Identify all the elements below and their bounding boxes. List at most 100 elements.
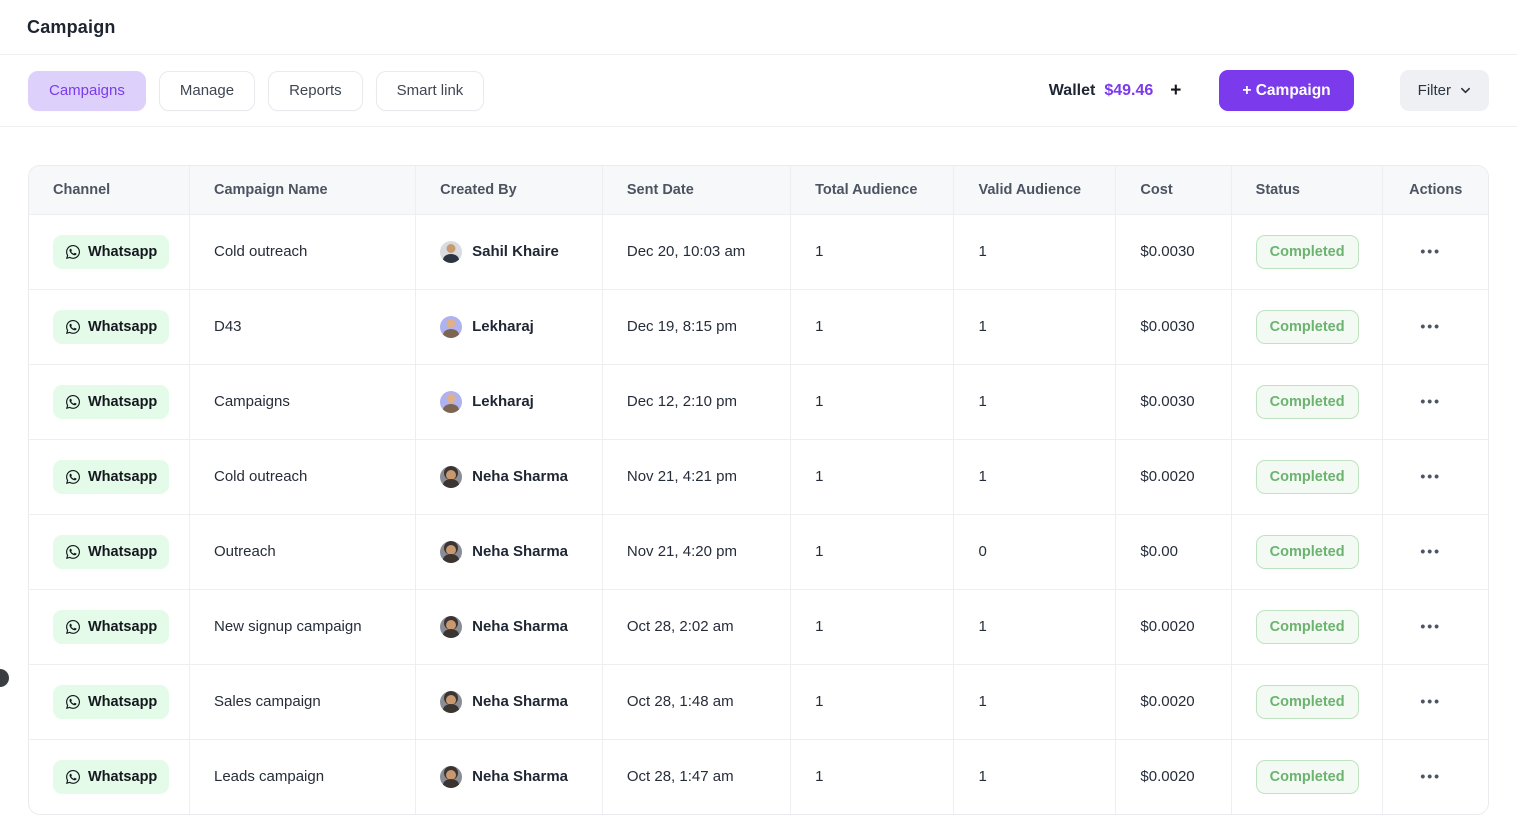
created-by-name: Neha Sharma [472, 693, 568, 710]
sent-date-cell: Oct 28, 1:47 am [601, 738, 791, 814]
col-header-sent-date: Sent Date [601, 166, 791, 214]
col-header-channel: Channel [29, 166, 190, 214]
wallet: Wallet $49.46 + [1049, 81, 1186, 100]
total-audience-cell: 1 [790, 738, 954, 814]
whatsapp-icon [66, 544, 80, 559]
tab-campaigns[interactable]: Campaigns [28, 70, 146, 111]
col-header-created-by: Created By [415, 166, 603, 214]
status-badge: Completed [1255, 309, 1359, 344]
created-by-name: Neha Sharma [472, 543, 568, 560]
whatsapp-icon [66, 619, 80, 634]
valid-audience-cell: 1 [953, 213, 1116, 289]
sent-date-cell: Nov 21, 4:21 pm [601, 438, 791, 514]
actions-menu-button[interactable]: ••• [1420, 693, 1442, 709]
whatsapp-icon [66, 394, 80, 409]
edge-widget-bubble[interactable] [0, 669, 9, 687]
total-audience-cell: 1 [790, 288, 954, 364]
sent-date-cell: Oct 28, 1:48 am [601, 663, 791, 739]
sent-date-cell: Dec 19, 8:15 pm [601, 288, 791, 364]
campaign-name-cell: Sales campaign [188, 663, 416, 739]
channel-badge: Whatsapp [53, 309, 170, 344]
tab-reports[interactable]: Reports [268, 70, 363, 111]
channel-label: Whatsapp [88, 618, 158, 635]
avatar [440, 765, 463, 788]
add-funds-button[interactable]: + [1170, 80, 1182, 101]
status-badge: Completed [1255, 384, 1359, 419]
status-badge: Completed [1255, 459, 1359, 494]
cost-cell: $0.0020 [1115, 738, 1232, 814]
actions-menu-button[interactable]: ••• [1420, 243, 1442, 259]
actions-menu-button[interactable]: ••• [1420, 468, 1442, 484]
actions-menu-button[interactable]: ••• [1420, 318, 1442, 334]
sent-date-cell: Dec 12, 2:10 pm [601, 363, 791, 439]
actions-menu-button[interactable]: ••• [1420, 618, 1442, 634]
campaign-name-cell: Cold outreach [188, 213, 416, 289]
valid-audience-cell: 1 [953, 663, 1116, 739]
chevron-down-icon [1461, 87, 1470, 94]
avatar [440, 390, 463, 413]
channel-badge: Whatsapp [53, 384, 170, 419]
total-audience-cell: 1 [790, 438, 954, 514]
avatar [440, 690, 463, 713]
valid-audience-cell: 1 [953, 288, 1116, 364]
created-by-name: Neha Sharma [472, 618, 568, 635]
created-by-cell: Neha Sharma [440, 465, 592, 488]
total-audience-cell: 1 [790, 588, 954, 664]
channel-badge: Whatsapp [53, 609, 170, 644]
col-header-status: Status [1230, 166, 1383, 214]
sent-date-cell: Nov 21, 4:20 pm [601, 513, 791, 589]
tab-bar: Campaigns Manage Reports Smart link [28, 70, 485, 111]
toolbar: Campaigns Manage Reports Smart link Wall… [0, 55, 1517, 127]
channel-label: Whatsapp [88, 693, 158, 710]
toolbar-right: Wallet $49.46 + + Campaign Filter [1049, 70, 1489, 111]
tab-manage[interactable]: Manage [158, 70, 256, 111]
table-row: Whatsapp Outreach Neha Sharma Nov 21, 4:… [29, 513, 1488, 589]
created-by-cell: Neha Sharma [440, 690, 592, 713]
col-header-cost: Cost [1115, 166, 1232, 214]
campaign-name-cell: Cold outreach [188, 438, 416, 514]
col-header-total-audience: Total Audience [790, 166, 954, 214]
status-badge: Completed [1255, 534, 1359, 569]
tab-smart-link[interactable]: Smart link [375, 70, 485, 111]
channel-badge: Whatsapp [53, 459, 170, 494]
table-row: Whatsapp Cold outreach Neha Sharma Nov 2… [29, 438, 1488, 514]
channel-badge: Whatsapp [53, 759, 170, 794]
table-row: Whatsapp D43 Lekharaj Dec 19, 8:15 pm 1 … [29, 288, 1488, 364]
table-header-row: Channel Campaign Name Created By Sent Da… [29, 166, 1488, 214]
col-header-valid-audience: Valid Audience [953, 166, 1116, 214]
sent-date-cell: Oct 28, 2:02 am [601, 588, 791, 664]
created-by-name: Sahil Khaire [472, 243, 559, 260]
new-campaign-button[interactable]: + Campaign [1219, 70, 1354, 111]
filter-button[interactable]: Filter [1399, 70, 1489, 111]
whatsapp-icon [66, 694, 80, 709]
table-row: Whatsapp New signup campaign Neha Sharma… [29, 588, 1488, 664]
cost-cell: $0.0020 [1115, 438, 1232, 514]
valid-audience-cell: 0 [953, 513, 1116, 589]
total-audience-cell: 1 [790, 363, 954, 439]
valid-audience-cell: 1 [953, 438, 1116, 514]
actions-menu-button[interactable]: ••• [1420, 543, 1442, 559]
created-by-name: Neha Sharma [472, 468, 568, 485]
channel-badge: Whatsapp [53, 534, 170, 569]
sent-date-cell: Dec 20, 10:03 am [601, 213, 791, 289]
wallet-label: Wallet [1048, 81, 1096, 99]
whatsapp-icon [66, 769, 80, 784]
created-by-cell: Neha Sharma [440, 765, 592, 788]
actions-menu-button[interactable]: ••• [1420, 768, 1442, 785]
actions-menu-button[interactable]: ••• [1420, 393, 1442, 409]
valid-audience-cell: 1 [953, 738, 1116, 814]
channel-badge: Whatsapp [53, 234, 170, 269]
created-by-name: Lekharaj [472, 393, 534, 410]
col-header-campaign-name: Campaign Name [188, 166, 416, 214]
avatar [440, 315, 463, 338]
campaigns-table: Channel Campaign Name Created By Sent Da… [28, 165, 1489, 815]
channel-label: Whatsapp [88, 393, 158, 410]
whatsapp-icon [66, 469, 80, 484]
campaign-name-cell: Campaigns [188, 363, 416, 439]
filter-button-label: Filter [1417, 82, 1451, 99]
title-bar: Campaign [0, 0, 1517, 55]
campaign-name-cell: D43 [188, 288, 416, 364]
total-audience-cell: 1 [790, 213, 954, 289]
channel-label: Whatsapp [88, 768, 158, 785]
cost-cell: $0.0030 [1115, 363, 1232, 439]
